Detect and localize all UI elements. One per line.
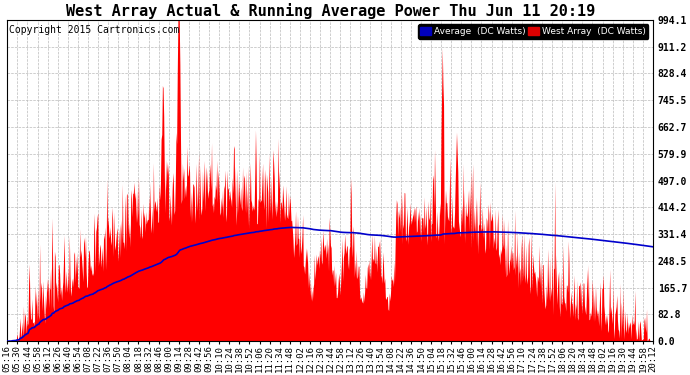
Text: Copyright 2015 Cartronics.com: Copyright 2015 Cartronics.com [8, 25, 179, 35]
Legend: Average  (DC Watts), West Array  (DC Watts): Average (DC Watts), West Array (DC Watts… [417, 24, 649, 39]
Title: West Array Actual & Running Average Power Thu Jun 11 20:19: West Array Actual & Running Average Powe… [66, 3, 595, 19]
